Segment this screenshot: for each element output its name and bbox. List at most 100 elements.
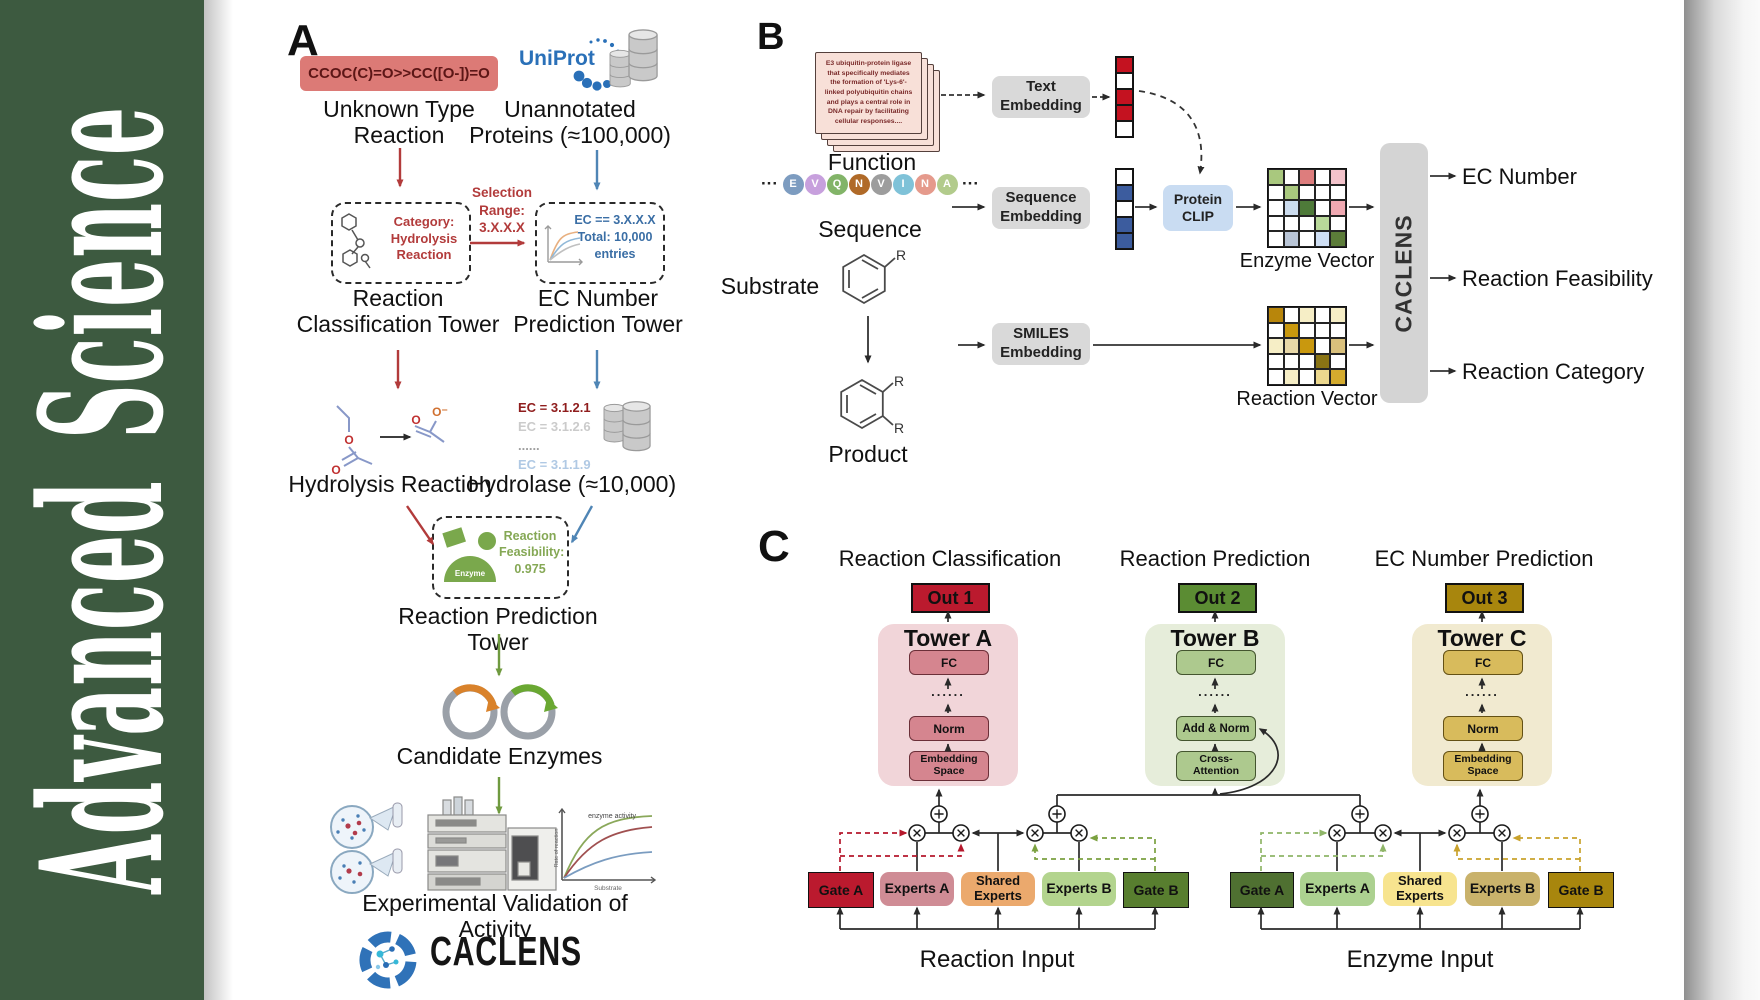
grid-cell	[1299, 215, 1315, 232]
grid-cell	[1299, 200, 1315, 216]
smiles-reaction-box: CCOC(C)=O>>CC([O-])=O	[300, 56, 498, 91]
moe-nodes	[908, 805, 1511, 842]
caclens-bar-text: CACLENS	[1390, 213, 1417, 333]
residue-circle: I	[892, 173, 914, 195]
unannotated-proteins-label: Unannotated Proteins (≈100,000)	[469, 96, 671, 149]
ec-list-item: EC = 3.1.1.9	[518, 457, 591, 472]
reaction-shared-experts: Shared Experts	[961, 872, 1035, 906]
enzyme-input-label: Enzyme Input	[1346, 946, 1494, 973]
reaction-molecules-icon: O O O⁻ O	[331, 405, 448, 477]
ec-list-item: EC = 3.1.2.6	[518, 419, 591, 434]
grid-cell	[1268, 338, 1284, 354]
protein-clip-box: Protein CLIP	[1163, 185, 1233, 231]
enzyme-experts-b: Experts B	[1465, 872, 1540, 906]
ec-tower-label: EC Number Prediction Tower	[513, 285, 683, 338]
grid-cell	[1283, 338, 1300, 354]
grid-cell	[1314, 338, 1331, 354]
atom-label: O⁻	[432, 405, 448, 419]
journal-word-1: Advanced	[3, 480, 201, 894]
grid-cell	[1283, 231, 1300, 247]
grid-cell	[1116, 121, 1133, 137]
tower-b-addnorm: Add & Norm	[1176, 716, 1256, 741]
caclens-bar: CACLENS	[1380, 143, 1428, 403]
tower-c-norm: Norm	[1443, 716, 1523, 741]
grid-cell	[1116, 185, 1133, 201]
grid-cell	[1314, 200, 1331, 216]
database-icon	[609, 29, 658, 88]
ec-list-item: ......	[518, 438, 540, 453]
reaction-experts-a: Experts A	[880, 872, 954, 906]
output-ec-number: EC Number	[1462, 164, 1577, 189]
grid-cell	[1268, 215, 1284, 232]
grid-cell	[1299, 322, 1315, 339]
text-vector	[1115, 56, 1134, 138]
journal-word-2: Science	[3, 106, 201, 439]
hplc-instrument-icon	[427, 796, 557, 891]
grid-cell	[1283, 169, 1300, 185]
grid-cell	[1116, 57, 1133, 73]
candidate-enzymes-label: Candidate Enzymes	[396, 743, 603, 769]
reaction-input-label: Reaction Input	[919, 946, 1075, 973]
grid-cell	[1314, 184, 1331, 201]
journal-sidebar: Advanced Science	[0, 0, 204, 1000]
r-group-label: R	[894, 373, 904, 389]
tower-a-norm: Norm	[909, 716, 989, 741]
grid-cell	[1268, 369, 1284, 385]
tower-c-title: Tower C	[1437, 625, 1527, 651]
hydrolase-label: Hydrolase (≈10,000)	[467, 471, 677, 497]
grid-cell	[1283, 322, 1300, 339]
gate-dashed-paths	[839, 829, 1581, 871]
reaction-experts-b: Experts B	[1042, 872, 1116, 906]
reaction-gate-a: Gate A	[808, 872, 874, 908]
grid-cell	[1314, 322, 1331, 339]
atom-label: O	[411, 413, 420, 427]
grid-cell	[1116, 73, 1133, 89]
tower-a-title: Tower A	[903, 625, 993, 651]
grid-cell	[1314, 307, 1331, 323]
residue-circle: E	[782, 173, 804, 195]
grid-cell	[1116, 169, 1133, 185]
function-card: E3 ubiquitin-protein ligase that specifi…	[815, 52, 922, 134]
tower-a-fc: FC	[909, 650, 989, 675]
tower-b-fc: FC	[1176, 650, 1256, 675]
function-card-text: E3 ubiquitin-protein ligase that specifi…	[824, 60, 913, 125]
grid-cell	[1299, 369, 1315, 385]
enzyme-shared-experts: Shared Experts	[1383, 872, 1457, 906]
petri-dish-icon	[330, 802, 403, 894]
grid-cell	[1116, 217, 1133, 233]
tower-a-dots: ......	[931, 684, 965, 699]
enzyme-experts-a: Experts A	[1300, 872, 1375, 906]
grid-cell	[1299, 338, 1315, 354]
category-label: Category: Hydrolysis Reaction	[390, 214, 458, 262]
tower-b-dots: ......	[1198, 684, 1232, 699]
reaction-feasibility-box	[432, 516, 569, 599]
benzene-product-icon: R R	[840, 373, 904, 436]
sequence-ellipsis-right: ···	[962, 174, 979, 193]
caclens-brand-text: CACLENS	[430, 928, 582, 974]
grid-cell	[1314, 353, 1331, 370]
panel-b-arrows	[864, 90, 1457, 375]
out2-box: Out 2	[1178, 583, 1257, 613]
grid-cell	[1330, 369, 1346, 385]
enzyme-vector-label: Enzyme Vector	[1239, 250, 1375, 272]
residue-circle: N	[848, 173, 870, 195]
selection-range-label: Selection Range: 3.X.X.X	[471, 185, 533, 236]
grid-cell	[1314, 215, 1331, 232]
grid-cell	[1299, 353, 1315, 370]
grid-cell	[1330, 338, 1346, 354]
out3-box: Out 3	[1445, 583, 1524, 613]
ec-prediction-box	[535, 202, 665, 284]
text-embedding-box: Text Embedding	[992, 76, 1090, 118]
tower-b-title: Tower B	[1170, 625, 1260, 651]
sequence-vector	[1115, 168, 1134, 250]
grid-cell	[1330, 215, 1346, 232]
grid-cell	[1283, 184, 1300, 201]
residue-circle: A	[936, 173, 958, 195]
grid-cell	[1116, 89, 1133, 105]
ec-range-label: EC == 3.X.X.X Total: 10,000 entries	[574, 213, 656, 261]
grid-cell	[1116, 233, 1133, 249]
grid-cell	[1268, 307, 1284, 323]
page-right-shadow	[1684, 0, 1760, 1000]
grid-cell	[1268, 184, 1284, 201]
